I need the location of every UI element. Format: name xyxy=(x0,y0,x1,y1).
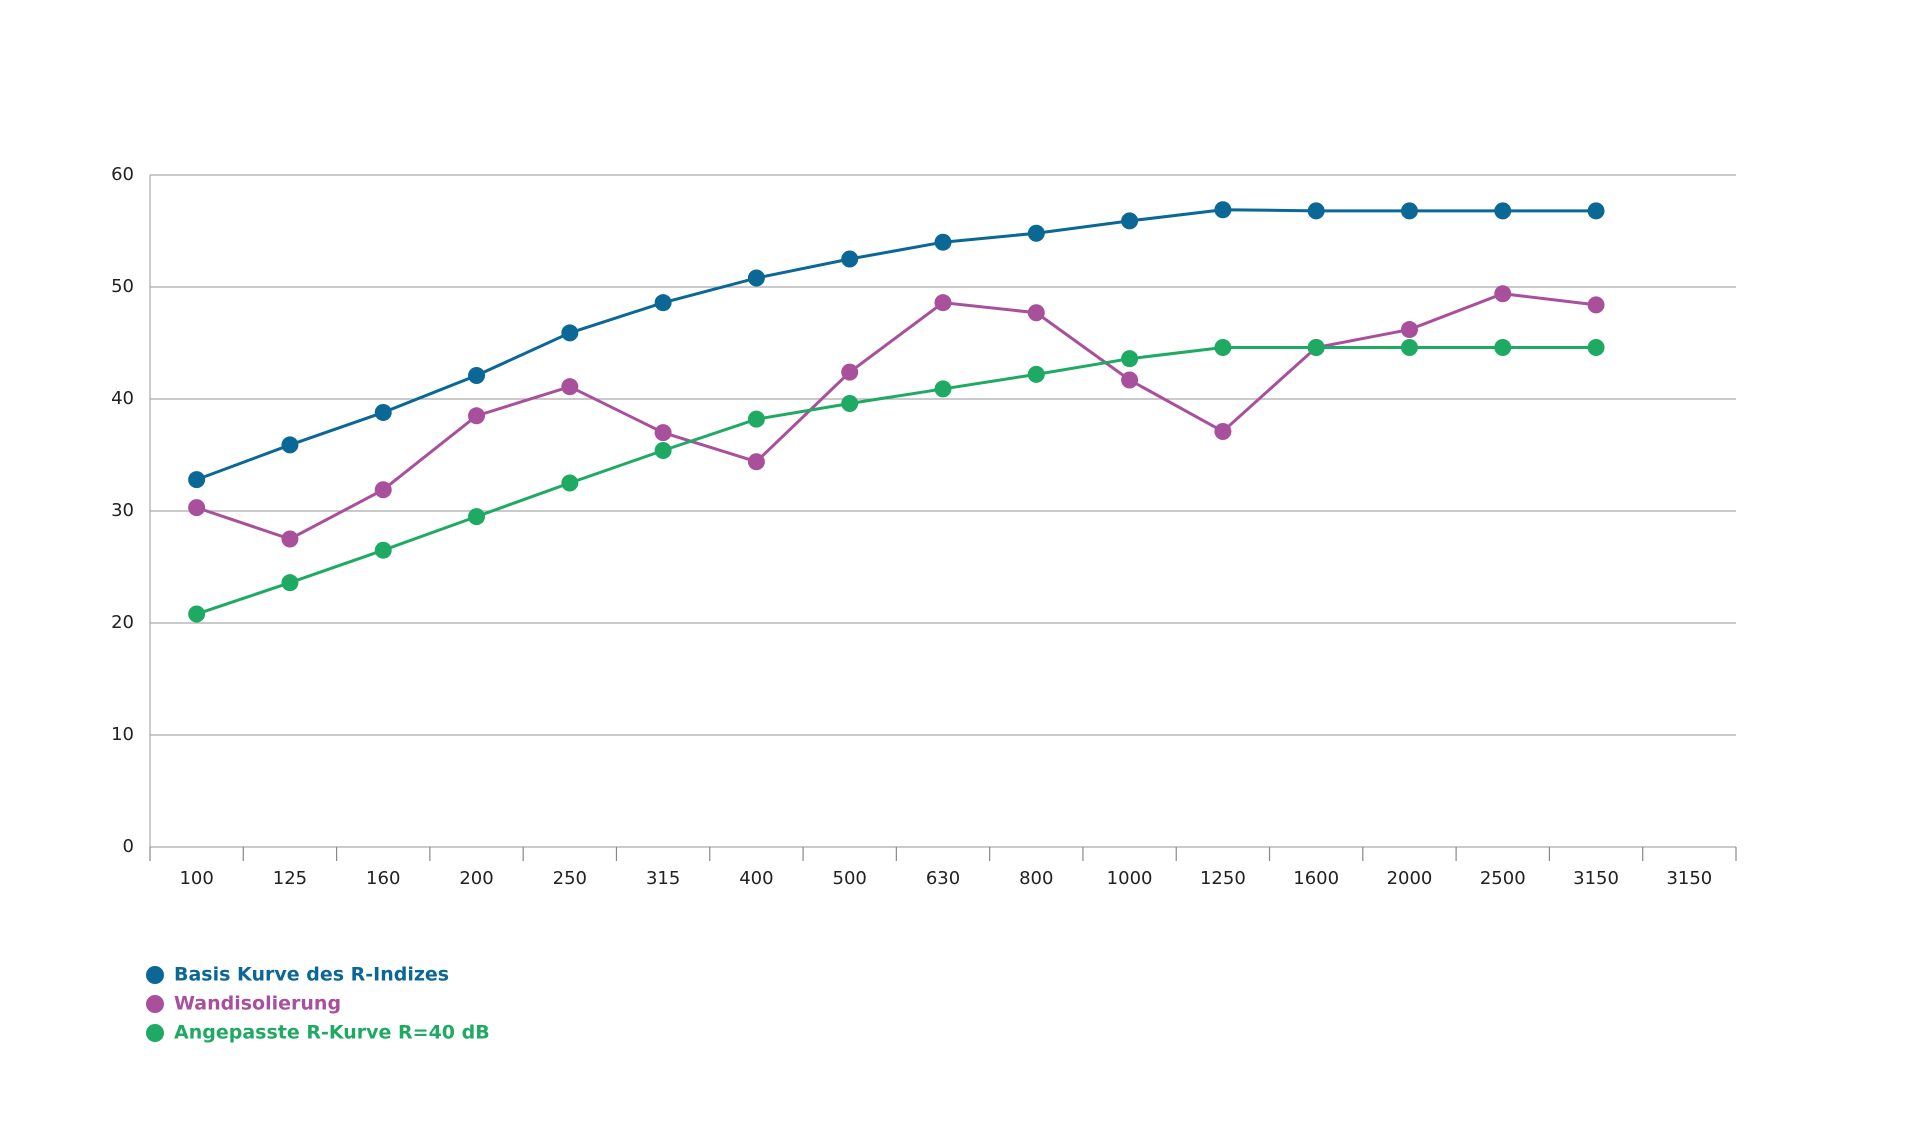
data-point xyxy=(1027,365,1045,383)
x-tick-label: 315 xyxy=(646,868,680,889)
x-tick-label: 400 xyxy=(739,868,773,889)
x-tick-label: 125 xyxy=(273,868,307,889)
data-point xyxy=(841,394,859,412)
data-point xyxy=(1214,201,1232,219)
y-tick-label: 50 xyxy=(111,276,134,297)
x-tick-label: 2500 xyxy=(1480,868,1526,889)
data-point xyxy=(281,574,299,592)
data-point xyxy=(654,424,672,442)
data-point xyxy=(374,541,392,559)
data-point xyxy=(1494,338,1512,356)
series-line xyxy=(196,208,1597,482)
y-tick-label: 60 xyxy=(111,164,134,185)
x-tick-label: 500 xyxy=(833,868,867,889)
data-point xyxy=(1587,338,1605,356)
data-point xyxy=(1400,321,1418,339)
series-line xyxy=(196,345,1597,616)
y-tick-label: 0 xyxy=(123,836,134,857)
y-tick-label: 40 xyxy=(111,388,134,409)
data-point xyxy=(1027,304,1045,322)
data-point xyxy=(468,508,486,526)
data-point xyxy=(1494,285,1512,303)
data-point xyxy=(1307,338,1325,356)
data-point xyxy=(934,233,952,251)
data-point xyxy=(841,250,859,268)
data-point xyxy=(468,407,486,425)
data-point xyxy=(1121,371,1139,389)
x-tick-label: 800 xyxy=(1019,868,1053,889)
data-point xyxy=(374,403,392,421)
x-tick-label: 630 xyxy=(926,868,960,889)
data-point xyxy=(1121,212,1139,230)
x-tick-label: 250 xyxy=(553,868,587,889)
series-line xyxy=(196,292,1597,541)
data-point xyxy=(1587,202,1605,220)
x-tick-label: 160 xyxy=(366,868,400,889)
x-tick-label: 2000 xyxy=(1387,868,1433,889)
data-point xyxy=(1494,202,1512,220)
data-point xyxy=(188,605,206,623)
data-point xyxy=(1214,422,1232,440)
x-tick-label: 100 xyxy=(179,868,213,889)
data-point xyxy=(654,442,672,460)
legend-label: Basis Kurve des R-Indizes xyxy=(174,964,449,986)
data-point xyxy=(1214,338,1232,356)
x-tick-label: 3150 xyxy=(1666,868,1712,889)
data-point xyxy=(188,499,206,517)
legend-marker xyxy=(146,1024,164,1042)
data-point xyxy=(281,436,299,454)
data-point xyxy=(561,474,579,492)
data-point xyxy=(934,380,952,398)
legend-label: Wandisolierung xyxy=(174,993,341,1015)
x-tick-label: 1000 xyxy=(1107,868,1153,889)
y-tick-label: 30 xyxy=(111,500,134,521)
data-point xyxy=(1307,202,1325,220)
legend-marker xyxy=(146,966,164,984)
x-tick-label: 200 xyxy=(459,868,493,889)
y-tick-label: 20 xyxy=(111,612,134,633)
x-tick-label: 1600 xyxy=(1293,868,1339,889)
x-tick-label: 3150 xyxy=(1573,868,1619,889)
data-point xyxy=(934,294,952,312)
data-point xyxy=(1400,338,1418,356)
data-point xyxy=(188,471,206,489)
data-point xyxy=(747,269,765,287)
data-point xyxy=(1027,224,1045,242)
data-point xyxy=(1587,296,1605,314)
data-point xyxy=(561,378,579,396)
data-point xyxy=(747,410,765,428)
data-point xyxy=(654,294,672,312)
data-point xyxy=(1121,350,1139,368)
data-point xyxy=(374,481,392,499)
data-point xyxy=(281,530,299,548)
x-tick-label: 1250 xyxy=(1200,868,1246,889)
data-point xyxy=(1400,202,1418,220)
y-tick-label: 10 xyxy=(111,724,134,745)
data-point xyxy=(841,363,859,381)
data-point xyxy=(747,453,765,471)
legend-label: Angepasste R-Kurve R=40 dB xyxy=(174,1022,490,1044)
data-point xyxy=(561,324,579,342)
legend-marker xyxy=(146,995,164,1013)
data-point xyxy=(468,366,486,384)
